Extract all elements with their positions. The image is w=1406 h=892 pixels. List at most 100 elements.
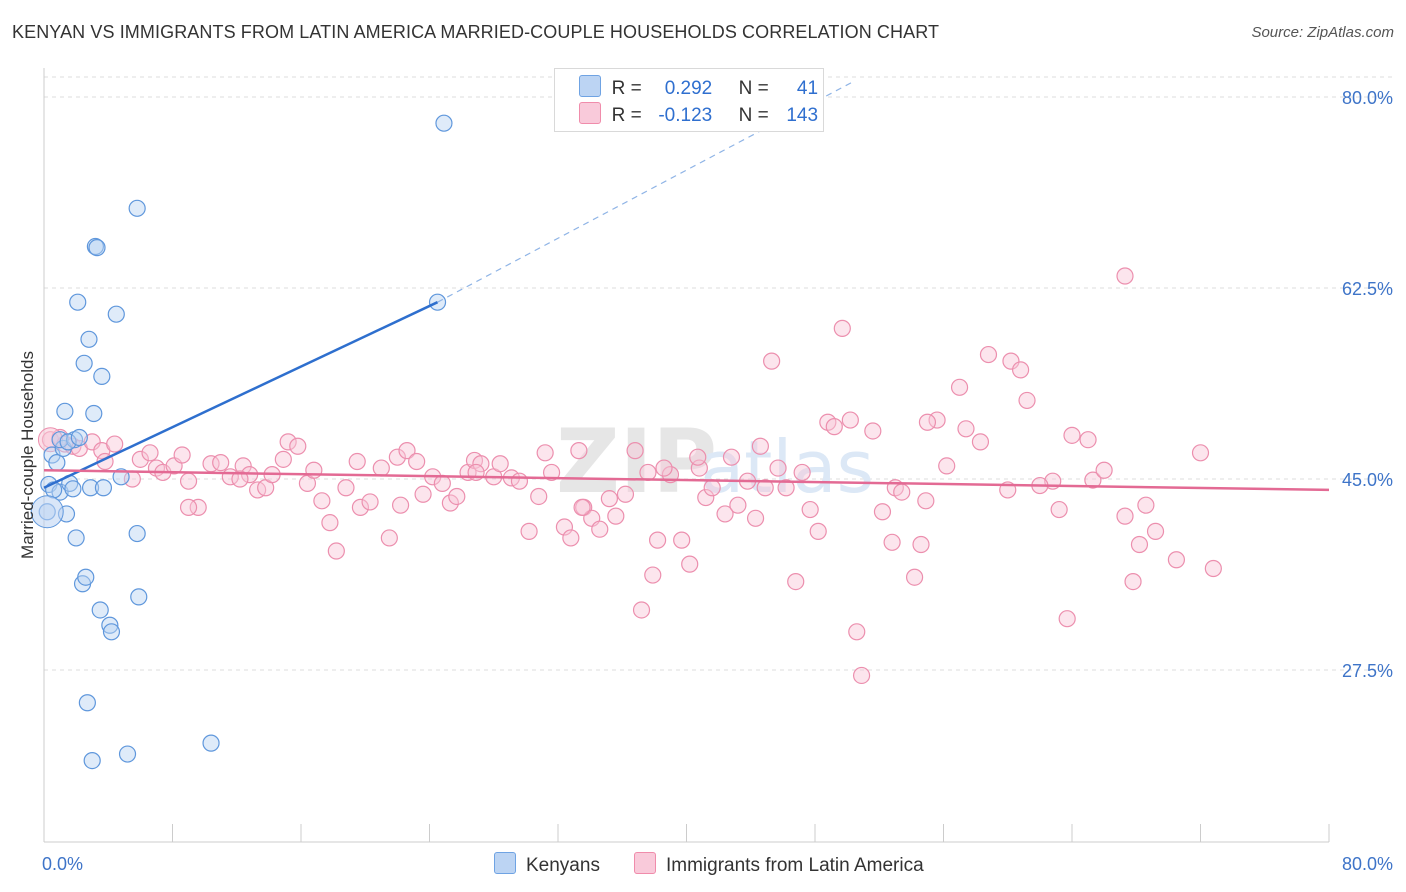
latin-point	[408, 452, 426, 471]
latin-point	[231, 470, 249, 488]
latin-regression-line	[43, 469, 1330, 492]
latin-point	[787, 572, 805, 591]
n-value-kenyans: 41	[796, 78, 819, 99]
legend-item-kenyans[interactable]: Kenyans	[494, 852, 600, 877]
latin-point	[681, 555, 699, 573]
latin-point	[607, 507, 625, 525]
latin-point	[448, 487, 466, 506]
latin-point	[441, 494, 459, 512]
latin-point	[729, 496, 747, 514]
latin-point	[979, 345, 998, 364]
kenyan-point	[59, 433, 77, 451]
kenyans-legend-swatch	[494, 852, 516, 874]
kenyan-point	[101, 616, 119, 634]
x-tick-label: 80.0%	[1342, 854, 1393, 874]
latin-point	[1058, 610, 1076, 628]
stats-legend: R = 0.292 N = 41 R = -0.123 N = 143	[554, 68, 824, 132]
latin-point	[883, 533, 901, 551]
kenyan-point	[88, 239, 106, 257]
kenyan-point	[69, 293, 87, 311]
latin-point	[1137, 496, 1155, 514]
latin-point	[361, 493, 379, 511]
latin-point	[327, 542, 345, 560]
legend-item-latin[interactable]: Immigrants from Latin America	[634, 852, 924, 877]
latin-point	[305, 461, 323, 479]
kenyan-point	[67, 529, 85, 547]
kenyan-point	[128, 199, 146, 217]
kenyan-point	[94, 479, 113, 497]
axes	[43, 68, 1330, 843]
watermark-atlas: atlas	[700, 425, 874, 509]
latin-point	[1002, 352, 1020, 370]
latin-point	[179, 472, 198, 490]
kenyan-point	[56, 402, 74, 420]
latin-point	[212, 454, 230, 472]
kenyan-point	[51, 483, 69, 501]
latin-point	[841, 411, 859, 429]
latin-point	[716, 505, 734, 523]
latin-point	[106, 435, 124, 453]
latin-point	[917, 492, 935, 510]
latin-point	[1018, 391, 1036, 410]
latin-point	[673, 531, 691, 549]
latin-point	[433, 474, 451, 492]
kenyan-point	[77, 568, 95, 586]
latin-point	[388, 448, 406, 466]
latin-point	[639, 463, 657, 482]
latin-point	[555, 518, 574, 536]
latin-point	[690, 459, 708, 477]
latin-point	[510, 472, 529, 490]
x-tick-label: 0.0%	[42, 854, 83, 874]
latin-point	[372, 459, 390, 477]
r-value-kenyans: 0.292	[664, 78, 713, 99]
stats-row-latin: R = -0.123 N = 143	[579, 102, 818, 128]
latin-point	[918, 413, 937, 431]
latin-point	[131, 450, 149, 468]
latin-point	[351, 498, 370, 516]
latin-point	[573, 498, 591, 516]
latin-point	[655, 459, 673, 477]
watermark: ZIP	[556, 410, 717, 513]
kenyan-point	[435, 114, 453, 132]
tick-labels: 80.0% 62.5% 45.0% 27.5% 0.0% 80.0%	[42, 88, 1393, 874]
kenyan-point	[78, 694, 96, 712]
series-legend: Kenyans Immigrants from Latin America	[0, 852, 1406, 878]
y-tick-label: 62.5%	[1342, 279, 1393, 299]
latin-point	[1079, 431, 1097, 449]
kenyan-point	[70, 428, 88, 447]
latin-point	[793, 463, 811, 482]
latin-point	[321, 514, 339, 532]
latin-point	[1191, 444, 1210, 462]
kenyan-point	[64, 480, 82, 498]
legend-label-latin: Immigrants from Latin America	[666, 855, 924, 876]
kenyan-point	[85, 404, 103, 423]
latin-point	[313, 492, 331, 510]
latin-point	[648, 531, 667, 549]
latin-point	[893, 483, 911, 501]
kenyans-swatch	[579, 75, 601, 97]
latin-point	[1084, 471, 1102, 489]
latin-point	[644, 566, 662, 584]
latin-point	[536, 444, 554, 462]
latin-point	[289, 437, 307, 455]
latin-point-large	[37, 427, 63, 453]
latin-point	[833, 319, 851, 337]
r-label: R =	[611, 78, 642, 99]
latin-point	[1050, 500, 1068, 519]
latin-point	[570, 442, 588, 460]
latin-point	[179, 498, 198, 516]
latin-point	[873, 503, 892, 521]
latin-point	[141, 444, 159, 462]
kenyan-point	[130, 588, 148, 606]
regression-lines	[43, 80, 1330, 492]
latin-point	[746, 509, 765, 527]
latin-point	[414, 485, 432, 503]
latin-point	[279, 433, 297, 451]
latin-point	[1095, 461, 1113, 479]
latin-point	[600, 490, 619, 508]
y-tick-label: 45.0%	[1342, 470, 1393, 490]
latin-point	[864, 422, 882, 440]
kenyan-point	[91, 601, 109, 619]
latin-point	[689, 448, 707, 466]
